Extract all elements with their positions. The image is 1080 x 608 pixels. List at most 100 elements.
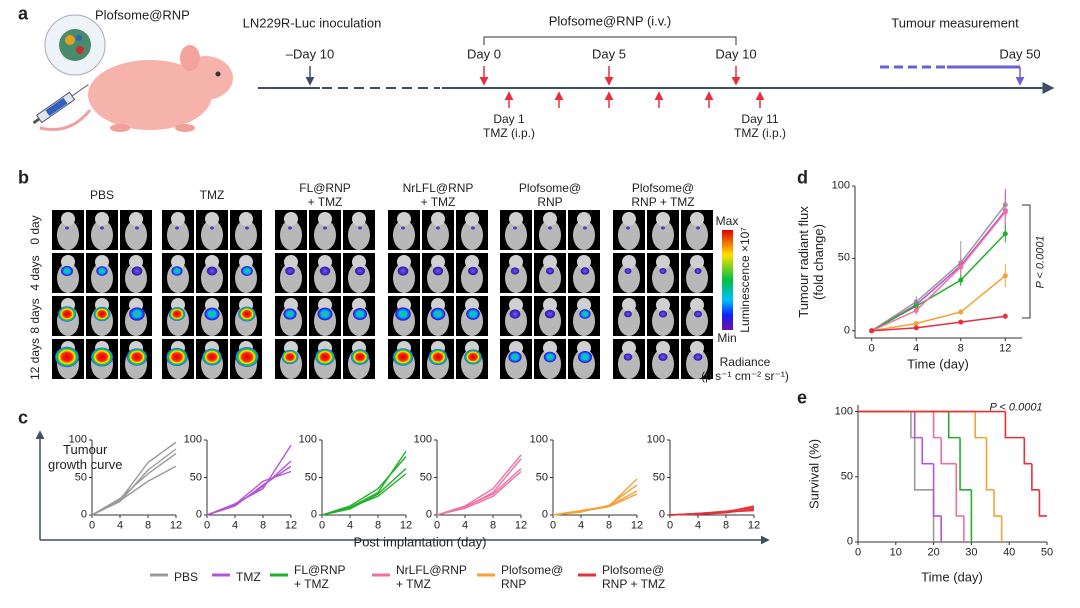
flux-line xyxy=(871,275,1006,332)
mouse-head xyxy=(543,341,557,355)
bioluminescence-signal xyxy=(202,348,222,366)
growth-line xyxy=(321,456,407,516)
bioluminescence-signal xyxy=(430,307,446,321)
survival-step xyxy=(932,463,942,517)
mouse-head xyxy=(239,212,253,226)
y-axis-label: Tumour radiant flux (fold change) xyxy=(796,206,826,318)
x-tick-label: 8 xyxy=(957,342,964,355)
x-axis-label: Time (day) xyxy=(921,569,983,585)
x-tick-label: 4 xyxy=(577,519,585,532)
x-tick-label: 20 xyxy=(927,546,940,559)
growth-line xyxy=(436,467,522,516)
bioluminescence-signal xyxy=(358,226,362,230)
mouse-head xyxy=(352,255,366,269)
panel-label: a xyxy=(18,3,29,24)
bioluminescence-signal xyxy=(661,226,665,230)
x-tick-label: 30 xyxy=(965,546,978,559)
survival-step xyxy=(932,411,942,439)
bioluminescence-signal xyxy=(210,226,214,230)
bioluminescence-signal xyxy=(583,226,587,230)
bioluminescence-signal xyxy=(436,226,440,230)
mouse-head xyxy=(690,298,704,312)
mouse-head xyxy=(352,212,366,226)
bioluminescence-signal xyxy=(623,353,633,361)
bioluminescence-signal xyxy=(658,310,668,318)
legend-label: Plofsome@ RNP xyxy=(501,563,564,591)
growth-line xyxy=(436,458,522,516)
bioluminescence-signal xyxy=(281,349,299,365)
day-label: –Day 10 xyxy=(285,46,335,62)
flux-point xyxy=(958,277,964,283)
flux-line xyxy=(871,315,1006,332)
y-tick-label: 0 xyxy=(80,508,87,521)
mouse-silhouette xyxy=(686,306,708,336)
y-tick-label: 50 xyxy=(652,471,665,484)
growth-line xyxy=(91,452,177,516)
y-axis-label: Tumour growth curve xyxy=(48,442,123,472)
mouse-head xyxy=(690,255,704,269)
x-tick-label: 0 xyxy=(88,519,96,532)
bioluminescence-signal xyxy=(577,351,593,363)
growth-line xyxy=(669,509,755,516)
bioluminescence-signal xyxy=(93,306,111,322)
mouse-head xyxy=(431,212,445,226)
mouse-head xyxy=(205,212,219,226)
group-label: FL@RNP + TMZ xyxy=(299,181,351,209)
day-label: Day 5 xyxy=(592,46,626,62)
colorbar-min: Min xyxy=(717,331,737,346)
bioluminescence-signal xyxy=(401,226,405,230)
bioluminescence-signal xyxy=(693,353,703,361)
mouse-head xyxy=(284,298,298,312)
survival-step xyxy=(1004,411,1025,439)
legend-label: NrLFL@RNP + TMZ xyxy=(396,563,467,591)
y-tick-label: 100 xyxy=(298,433,317,446)
x-tick-label: 12 xyxy=(630,519,644,532)
survival-step xyxy=(921,437,934,465)
mouse-head xyxy=(690,341,704,355)
mouse-head xyxy=(61,212,75,226)
tmz-label: Day 11 TMZ (i.p.) xyxy=(734,112,786,140)
bioluminescence-signal xyxy=(55,346,79,368)
mouse-head xyxy=(543,298,557,312)
tmz-label: Day 1 TMZ (i.p.) xyxy=(483,112,535,140)
bioluminescence-signal xyxy=(235,347,259,367)
survival-step xyxy=(910,411,915,439)
bioluminescence-signal xyxy=(464,349,482,365)
y-tick-label: 100 xyxy=(68,433,87,446)
bioluminescence-signal xyxy=(288,226,292,230)
mouse-head xyxy=(622,298,636,312)
bioluminescence-signal xyxy=(626,226,630,230)
survival-step xyxy=(1023,437,1032,465)
mouse-silhouette xyxy=(91,220,113,250)
mouse-head xyxy=(465,298,479,312)
mouse-head xyxy=(577,255,591,269)
group-label: PBS xyxy=(89,188,115,203)
mouse-head xyxy=(656,212,670,226)
mouse-silhouette xyxy=(539,306,561,336)
y-tick-label: 50 xyxy=(74,471,87,484)
mouse-silhouette xyxy=(652,220,674,250)
x-tick-label: 12 xyxy=(399,519,413,532)
survival-step xyxy=(959,437,972,491)
bioluminescence-signal xyxy=(543,351,557,363)
row-label: 8 days xyxy=(28,298,43,334)
growth-line xyxy=(206,465,292,516)
bioluminescence-signal xyxy=(509,309,521,319)
y-tick-label: 50 xyxy=(840,470,853,483)
bioluminescence-signal xyxy=(659,267,667,275)
mouse-head xyxy=(318,255,332,269)
x-tick-label: 4 xyxy=(694,519,702,532)
mouse-head xyxy=(129,255,143,269)
inoculation-label: LN229R-Luc inoculation xyxy=(242,15,382,31)
y-tick-label: 100 xyxy=(831,179,850,192)
mouse-head xyxy=(171,212,185,226)
survival-step xyxy=(940,437,957,465)
p-value: P < 0.0001 xyxy=(989,401,1043,414)
bioluminescence-signal xyxy=(245,226,249,230)
group-label: Plofsome@ RNP xyxy=(518,181,582,209)
mouse-head xyxy=(656,341,670,355)
x-tick-label: 0 xyxy=(203,519,211,532)
mouse-head xyxy=(239,255,253,269)
survival-step xyxy=(974,411,987,439)
growth-axes xyxy=(35,430,770,545)
